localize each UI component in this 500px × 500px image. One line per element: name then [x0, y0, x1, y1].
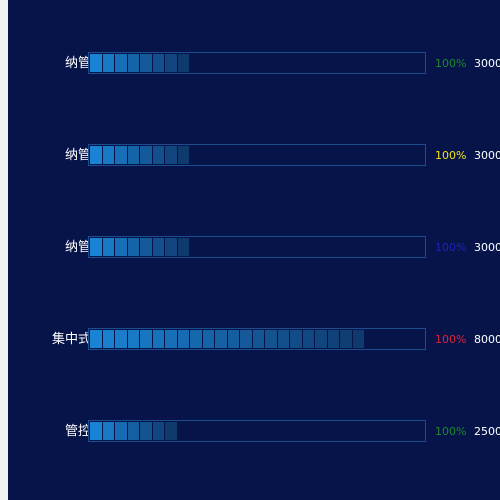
- percent-label: 100%: [435, 149, 467, 162]
- progress-segment: [115, 422, 127, 440]
- progress-segment: [127, 54, 139, 72]
- progress-segment: [152, 54, 164, 72]
- percent-label: 100%: [435, 241, 467, 254]
- progress-segment: [90, 330, 102, 348]
- progress-segment: [152, 238, 164, 256]
- progress-segment: [302, 330, 314, 348]
- progress-segment: [215, 330, 227, 348]
- progress-row-5: 管控 100% 2500: [8, 420, 500, 444]
- progress-fill: [90, 330, 365, 348]
- progress-segment: [252, 330, 264, 348]
- progress-segment: [327, 330, 339, 348]
- percent-label: 100%: [435, 57, 467, 70]
- progress-fill: [90, 422, 178, 440]
- progress-segment: [90, 146, 102, 164]
- progress-row-2: 纳管 100% 3000: [8, 144, 500, 168]
- progress-row-4: 集中式 100% 8000: [8, 328, 500, 352]
- progress-segment: [115, 330, 127, 348]
- progress-segment: [90, 238, 102, 256]
- percent-label: 100%: [435, 425, 467, 438]
- progress-segment: [140, 330, 152, 348]
- percent-label: 100%: [435, 333, 467, 346]
- progress-segment: [227, 330, 239, 348]
- progress-segment: [90, 54, 102, 72]
- progress-segment: [127, 238, 139, 256]
- value-label: 3000: [474, 57, 500, 70]
- progress-track: [88, 328, 426, 350]
- progress-segment: [140, 238, 152, 256]
- progress-segment: [140, 146, 152, 164]
- progress-segment: [177, 330, 189, 348]
- progress-segment: [290, 330, 302, 348]
- progress-segment: [140, 54, 152, 72]
- value-label: 2500: [474, 425, 500, 438]
- progress-segment: [177, 54, 189, 72]
- progress-segment: [127, 330, 139, 348]
- progress-fill: [90, 238, 190, 256]
- value-label: 3000: [474, 149, 500, 162]
- progress-segment: [190, 330, 202, 348]
- progress-segment: [90, 422, 102, 440]
- progress-segment: [315, 330, 327, 348]
- row-label: 管控: [64, 424, 91, 439]
- progress-segment: [177, 238, 189, 256]
- value-label: 3000: [474, 241, 500, 254]
- progress-track: [88, 236, 426, 258]
- progress-segment: [265, 330, 277, 348]
- progress-segment: [277, 330, 289, 348]
- progress-segment: [152, 330, 164, 348]
- progress-segment: [240, 330, 252, 348]
- progress-segment: [102, 238, 114, 256]
- progress-segment: [102, 330, 114, 348]
- progress-row-3: 纳管 100% 3000: [8, 236, 500, 260]
- progress-segment: [127, 422, 139, 440]
- progress-segment: [352, 330, 364, 348]
- progress-segment: [165, 422, 177, 440]
- progress-segment: [102, 54, 114, 72]
- progress-segment: [102, 422, 114, 440]
- progress-segment: [165, 330, 177, 348]
- value-label: 8000: [474, 333, 500, 346]
- progress-segment: [115, 238, 127, 256]
- progress-segment: [140, 422, 152, 440]
- progress-panel: 纳管 100% 3000 纳管 100% 3000 纳管 100% 3000 集…: [8, 0, 500, 500]
- progress-track: [88, 420, 426, 442]
- progress-fill: [90, 146, 190, 164]
- progress-row-1: 纳管 100% 3000: [8, 52, 500, 76]
- row-label: 纳管: [64, 56, 91, 71]
- progress-fill: [90, 54, 190, 72]
- progress-segment: [177, 146, 189, 164]
- row-label: 纳管: [64, 148, 91, 163]
- progress-segment: [202, 330, 214, 348]
- progress-track: [88, 144, 426, 166]
- progress-segment: [165, 146, 177, 164]
- row-label: 纳管: [64, 240, 91, 255]
- progress-segment: [102, 146, 114, 164]
- progress-segment: [115, 146, 127, 164]
- progress-segment: [340, 330, 352, 348]
- progress-segment: [115, 54, 127, 72]
- progress-segment: [165, 238, 177, 256]
- progress-segment: [127, 146, 139, 164]
- progress-track: [88, 52, 426, 74]
- row-label: 集中式: [51, 332, 91, 347]
- progress-segment: [152, 422, 164, 440]
- progress-segment: [165, 54, 177, 72]
- progress-segment: [152, 146, 164, 164]
